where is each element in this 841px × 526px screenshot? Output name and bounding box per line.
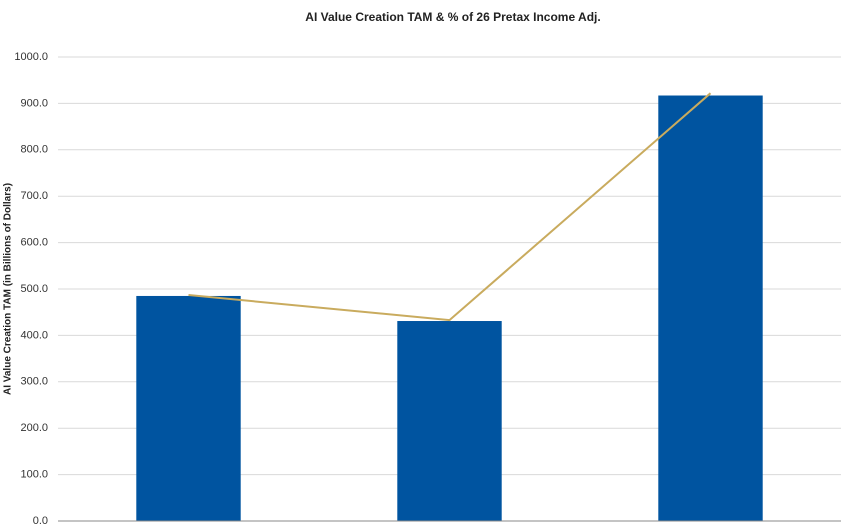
chart-title: AI Value Creation TAM & % of 26 Pretax I…: [305, 10, 600, 24]
bar: [658, 95, 763, 522]
y-tick-label: 700.0: [20, 190, 48, 202]
y-tick-label: 100.0: [20, 469, 48, 481]
y-tick-label: 800.0: [20, 144, 48, 156]
y-tick-label: 500.0: [20, 283, 48, 295]
y-tick-label: 200.0: [20, 422, 48, 434]
y-tick-label: 600.0: [20, 237, 48, 249]
y-axis-title: AI Value Creation TAM (in Billions of Do…: [3, 183, 14, 395]
y-tick-label: 900.0: [20, 97, 48, 109]
line: [188, 92, 712, 322]
bar: [397, 321, 502, 521]
bar: [136, 295, 241, 521]
y-tick-label: 300.0: [20, 376, 48, 388]
y-tick-label: 1000.0: [14, 51, 48, 63]
y-tick-label: 0.0: [33, 515, 48, 526]
y-tick-label: 400.0: [20, 329, 48, 341]
